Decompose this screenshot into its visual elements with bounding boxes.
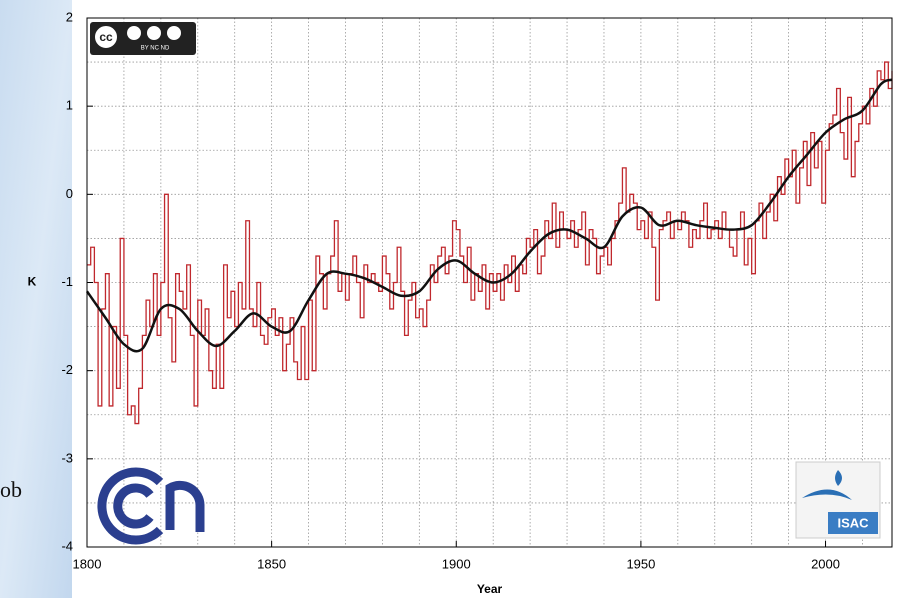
step-line <box>87 61 893 425</box>
icon <box>127 26 141 40</box>
x-tick-label: 1850 <box>257 556 286 571</box>
icon <box>167 26 181 40</box>
x-tick-label: 1800 <box>73 556 102 571</box>
side-text: ob <box>0 477 22 502</box>
isac-text: ISAC <box>837 515 869 530</box>
side-panel <box>0 0 72 598</box>
isac-logo: ISAC <box>795 461 881 539</box>
y-tick-label: -1 <box>61 274 73 289</box>
badge-text: cc <box>99 30 113 44</box>
arc <box>165 480 205 532</box>
x-axis-label: Year <box>477 582 503 596</box>
x-tick-label: 1900 <box>442 556 471 571</box>
badge-circle <box>93 24 119 50</box>
isac-box <box>828 512 878 534</box>
plot-area: -4 -3 -2 -1 0 1 2 1800 1850 1900 1950 2000 Year K <box>28 9 893 596</box>
arc <box>113 483 154 529</box>
x-tick-label: 2000 <box>811 556 840 571</box>
arc <box>97 467 164 545</box>
y-tick-label: 0 <box>66 186 73 201</box>
y-tick-label: 1 <box>66 98 73 113</box>
y-axis-label: K <box>28 275 37 289</box>
x-tick-label: 1950 <box>626 556 655 571</box>
y-tick-label: 2 <box>66 9 73 24</box>
icon <box>147 26 161 40</box>
wave <box>802 489 852 500</box>
y-tick-label: -2 <box>61 362 73 377</box>
license-text: BY NC ND <box>141 46 170 52</box>
cnr-logo <box>97 467 205 545</box>
plot-border <box>86 17 893 548</box>
smooth-line <box>85 78 893 353</box>
y-tick-label: -3 <box>61 450 73 465</box>
drop <box>835 470 842 486</box>
y-tick-label: -4 <box>61 538 73 553</box>
license-logo: cc BY NC ND <box>90 22 196 55</box>
